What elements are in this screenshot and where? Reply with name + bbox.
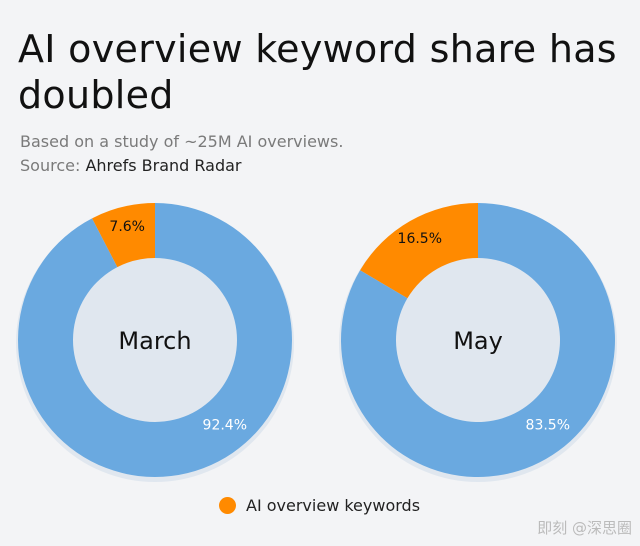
chart-title: AI overview keyword share has doubled	[18, 27, 617, 117]
slice-ai-label: 7.6%	[109, 219, 145, 235]
donut-may: 16.5% 83.5% May	[339, 203, 617, 482]
slice-other	[17, 203, 293, 477]
slice-other-label: 83.5%	[526, 417, 570, 433]
center-label: March	[118, 327, 191, 355]
watermark: 即刻 @深思圈	[537, 519, 632, 537]
slice-other-label: 92.4%	[203, 417, 247, 433]
donut-march: 7.6% 92.4% March	[16, 203, 294, 482]
chart-subtitle: Based on a study of ~25M AI overviews. S…	[20, 130, 343, 178]
slice-ai	[92, 203, 155, 268]
subtitle-text: Based on a study of ~25M AI overviews.	[20, 132, 344, 151]
source-label: Source:	[20, 156, 81, 175]
source-name: Ahrefs Brand Radar	[85, 156, 242, 175]
legend-label: AI overview keywords	[246, 496, 421, 515]
slice-ai-label: 16.5%	[398, 231, 442, 247]
center-label: May	[453, 327, 503, 355]
legend: AI overview keywords	[219, 496, 420, 515]
source-line: Source: Ahrefs Brand Radar	[20, 154, 343, 178]
slice-ai	[360, 203, 478, 299]
slice-other	[341, 203, 616, 478]
legend-swatch-ai	[219, 497, 236, 514]
